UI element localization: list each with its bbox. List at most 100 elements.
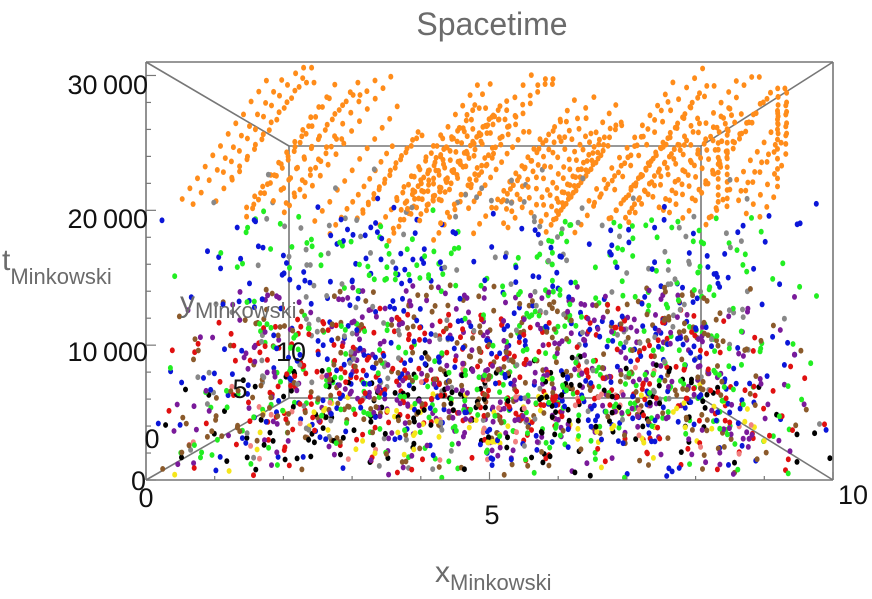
scatter-point <box>372 95 378 102</box>
scatter-point <box>269 462 274 468</box>
scatter-point <box>510 447 516 454</box>
scatter-point <box>253 466 259 473</box>
scatter-point <box>662 377 668 384</box>
scatter-point <box>236 148 242 154</box>
scatter-point <box>428 150 434 157</box>
scatter-point <box>336 296 342 303</box>
scatter-point <box>549 380 555 387</box>
scatter-point <box>701 319 707 326</box>
scatter-point <box>382 176 388 183</box>
scatter-point <box>516 291 522 298</box>
scatter-point <box>365 263 371 270</box>
scatter-point <box>609 177 615 184</box>
scatter-point <box>650 347 656 354</box>
scatter-point <box>641 328 647 334</box>
scatter-point <box>515 254 521 261</box>
scatter-point <box>400 464 406 471</box>
scatter-point <box>229 383 235 390</box>
scatter-point <box>710 170 716 177</box>
scatter-point <box>498 141 504 148</box>
scatter-point <box>648 353 654 360</box>
scatter-point <box>389 143 395 150</box>
scatter-point <box>693 174 699 180</box>
scatter-point <box>459 140 465 146</box>
scatter-point <box>221 185 227 192</box>
scatter-point <box>704 147 710 153</box>
scatter-point <box>781 315 787 322</box>
scatter-point <box>292 373 298 379</box>
scatter-point <box>647 390 653 396</box>
scatter-point <box>393 265 399 272</box>
scatter-point <box>276 159 282 166</box>
y-tick-label: 10 <box>276 337 306 367</box>
scatter-point <box>470 368 476 374</box>
scatter-point <box>600 402 606 409</box>
scatter-point <box>537 223 543 230</box>
scatter-point <box>530 168 536 175</box>
scatter-point <box>549 261 555 268</box>
scatter-point <box>163 422 169 428</box>
scatter-point <box>415 129 421 135</box>
scatter-point <box>211 370 217 377</box>
scatter-point <box>574 389 580 396</box>
scatter-point <box>582 352 587 359</box>
x-tick-label: 10 <box>838 480 868 510</box>
scatter-point <box>250 394 256 401</box>
scatter-point <box>575 219 581 226</box>
scatter-point <box>686 436 692 442</box>
scatter-point <box>297 361 303 368</box>
scatter-point <box>670 79 676 86</box>
scatter-point <box>667 340 673 347</box>
scatter-point <box>656 377 662 384</box>
scatter-point <box>320 327 326 334</box>
scatter-point <box>295 346 301 353</box>
scatter-point <box>688 142 694 148</box>
scatter-point <box>586 241 592 248</box>
scatter-point <box>688 379 694 386</box>
scatter-point <box>696 186 702 193</box>
scatter-point <box>583 167 589 174</box>
scatter-point <box>441 406 447 413</box>
scatter-point <box>718 392 724 398</box>
scatter-point <box>442 164 448 171</box>
scatter-point <box>293 70 299 77</box>
scatter-point <box>299 177 305 184</box>
scatter-point <box>661 203 667 210</box>
scatter-point <box>715 184 721 191</box>
scatter-point <box>783 141 789 147</box>
scatter-point <box>401 231 407 238</box>
scatter-point <box>626 219 632 226</box>
scatter-point <box>409 204 415 211</box>
scatter-point <box>541 402 547 409</box>
scatter-point <box>394 469 400 476</box>
y-axis-label-sub: Minkowski <box>195 298 296 323</box>
scatter-point <box>326 222 332 229</box>
scatter-point <box>584 369 590 376</box>
scatter-point <box>672 124 678 131</box>
scatter-point <box>324 94 330 100</box>
scatter-point <box>230 144 236 151</box>
scatter-point <box>421 246 427 253</box>
scatter-point <box>489 350 495 357</box>
scatter-point <box>338 216 344 223</box>
scatter-point <box>452 111 458 118</box>
scatter-point <box>564 336 570 342</box>
scatter-point <box>448 180 454 187</box>
scatter-point <box>520 101 526 108</box>
scatter-point <box>528 72 534 78</box>
scatter-point <box>405 205 410 212</box>
scatter-point <box>364 88 370 95</box>
scatter-point <box>284 99 290 106</box>
scatter-point <box>382 386 388 393</box>
scatter-point <box>508 281 514 287</box>
scatter-point <box>566 294 572 301</box>
scatter-point <box>319 374 325 380</box>
scatter-point <box>260 412 266 418</box>
scatter-point <box>613 102 619 108</box>
scatter-point <box>530 302 536 309</box>
scatter-point <box>410 283 416 289</box>
scatter-point <box>681 328 687 334</box>
scatter-point <box>396 355 401 361</box>
scatter-point <box>580 175 586 182</box>
scatter-point <box>785 383 791 389</box>
